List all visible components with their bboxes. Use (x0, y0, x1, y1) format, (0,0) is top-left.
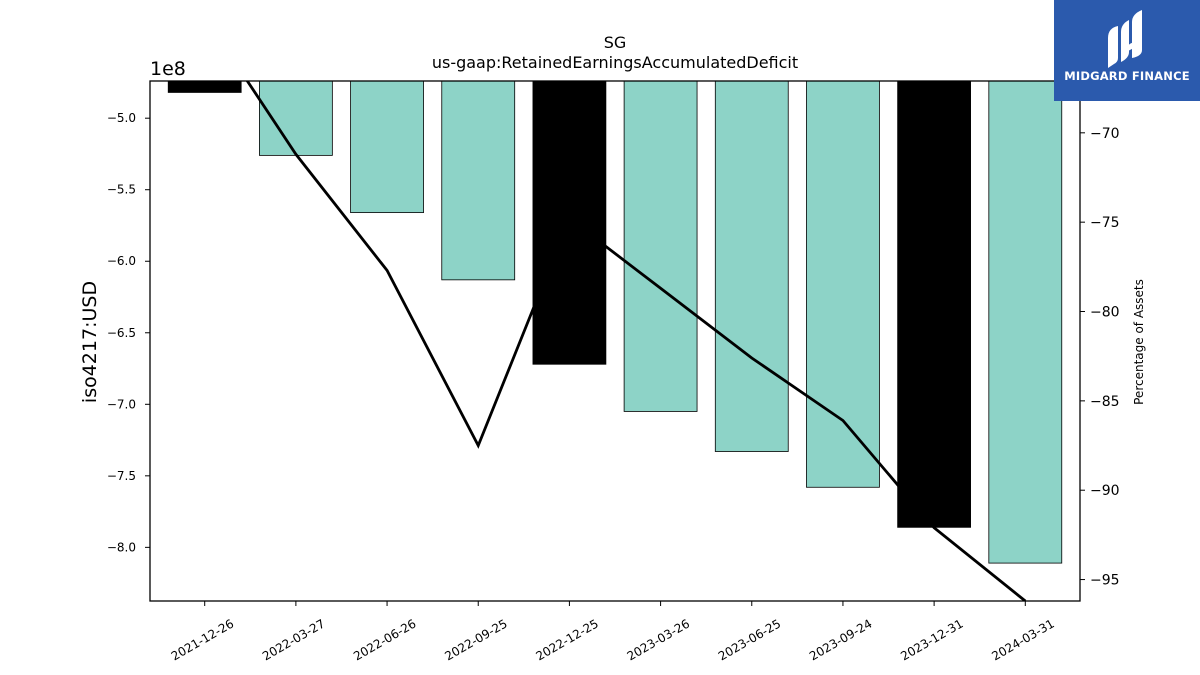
y-tick-label: −7.5 (107, 469, 136, 483)
y2-tick-label: −75 (1090, 215, 1120, 231)
y2-ticks: −70 −75 −80 −85 −90 −95 (1080, 126, 1120, 589)
x-tick-label: 2023-12-31 (898, 616, 965, 663)
y-axis-label: iso4217:USD (79, 281, 101, 403)
bar-2022-09-25 (441, 80, 516, 281)
bar-2022-06-26 (350, 80, 424, 214)
y2-tick-label: −70 (1090, 126, 1120, 142)
bar-2022-12-25 (532, 80, 607, 365)
y-tick-label: −8.0 (107, 540, 136, 554)
y-tick-label: −6.0 (107, 254, 136, 268)
x-tick-label: 2022-03-27 (260, 616, 327, 663)
bar-2024-03-31 (988, 80, 1063, 564)
y-tick-label: −6.5 (107, 326, 136, 340)
y-tick-label: −5.0 (107, 111, 136, 125)
y-tick-label: −5.5 (107, 183, 136, 197)
bars (167, 80, 1063, 564)
y2-tick-label: −80 (1090, 305, 1120, 321)
line-series (245, 81, 1027, 601)
x-tick-label: 2022-06-26 (351, 616, 418, 663)
chart-subtitle: us-gaap:RetainedEarningsAccumulatedDefic… (432, 53, 798, 72)
line-percentage-of-assets (245, 81, 1027, 601)
bar-2023-12-31 (897, 80, 971, 528)
y-offset-label: 1e8 (150, 58, 186, 80)
midgard-logo-icon (1108, 10, 1142, 68)
chart-title: SG (604, 33, 627, 52)
plot-frame (149, 80, 1081, 602)
x-tick-label: 2023-09-24 (807, 616, 874, 663)
x-ticks: 2021-12-26 2022-03-27 2022-06-26 2022-09-25… (169, 601, 1057, 663)
midgard-finance-logo: MIDGARD FINANCE (1054, 0, 1200, 101)
logo-text: MIDGARD FINANCE (1064, 69, 1190, 83)
x-tick-label: 2021-12-26 (169, 616, 236, 663)
y-tick-label: −7.0 (107, 397, 136, 411)
y2-axis-label: Percentage of Assets (1132, 279, 1146, 405)
y2-tick-label: −90 (1090, 483, 1120, 499)
bar-2023-03-26 (623, 80, 698, 412)
x-tick-label: 2023-03-26 (625, 616, 692, 663)
x-tick-label: 2022-12-25 (534, 616, 601, 663)
x-tick-label: 2023-06-25 (716, 616, 783, 663)
x-tick-label: 2022-09-25 (442, 616, 509, 663)
y2-tick-label: −95 (1090, 573, 1120, 589)
y2-tick-label: −85 (1090, 394, 1120, 410)
bar-2021-12-26 (167, 80, 242, 93)
y-ticks: −5.0 −5.5 −6.0 −6.5 −7.0 −7.5 −8.0 (107, 111, 150, 554)
bar-2023-09-24 (806, 80, 880, 488)
bar-2023-06-25 (714, 80, 789, 452)
x-tick-label: 2024-03-31 (989, 616, 1056, 663)
